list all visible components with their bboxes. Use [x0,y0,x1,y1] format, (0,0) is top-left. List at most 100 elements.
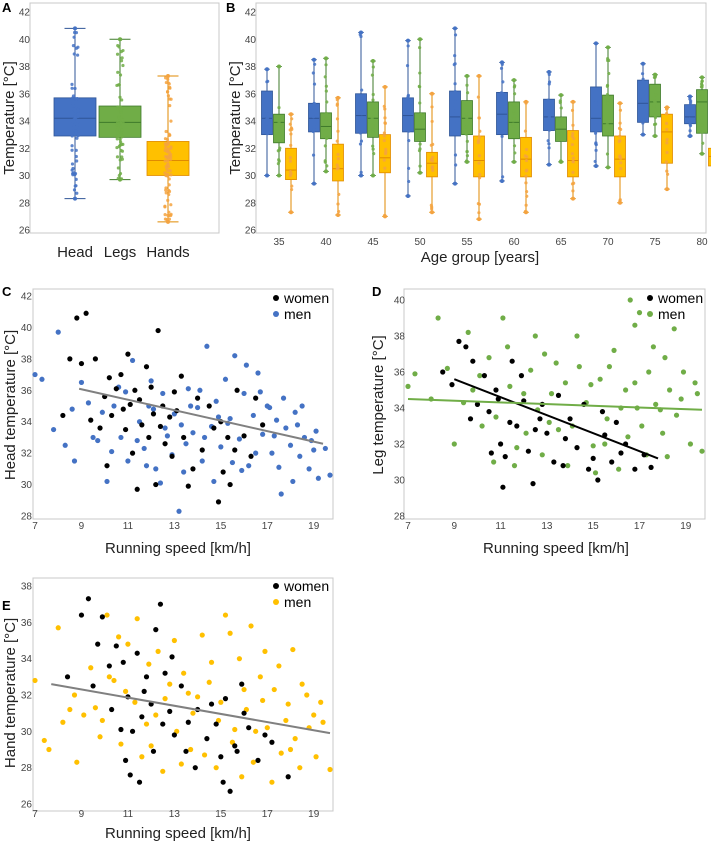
point-women [574,445,580,451]
point-men [257,389,263,395]
point-women [97,425,103,431]
point-women [141,688,147,694]
box-hands-65-point [572,136,576,141]
point-women [127,401,133,408]
box-head-point [71,166,75,171]
point-men [41,737,47,744]
box-head-point [72,30,77,35]
point-women [632,466,638,472]
box-head-80-point [688,103,692,107]
box-hands-point [167,192,171,197]
y-tick-label: 40 [245,35,257,46]
legend-marker-men [647,311,653,317]
box-hands-55-point-min [477,217,481,222]
legend-label-men: men [658,306,685,322]
point-women [125,351,131,357]
box-hands-point [166,198,170,202]
box-head-70-point-min [594,163,598,168]
point-men [653,401,659,407]
box-hands-point [164,129,168,134]
box-head-point [71,94,76,98]
point-women [486,409,492,415]
box-head-45-point [359,116,363,120]
point-women [208,701,215,707]
x-tick-label: 15 [215,521,227,532]
box-hands-70-point [619,167,623,171]
box-legs-35-point [277,106,281,110]
box-hands-55-point [476,202,480,206]
panel-d-frame [403,288,706,520]
point-women [567,416,573,422]
point-men [248,623,254,629]
point-men [183,441,189,447]
point-men [297,453,303,459]
point-women [134,650,140,656]
box-hands-point [166,94,171,98]
point-women [157,423,164,430]
point-men [208,659,215,665]
box-hands-65-point [571,170,575,174]
point-women [169,654,175,660]
x-tick-label: 17 [262,521,274,532]
point-men [294,422,301,428]
box-hands-70-point [619,156,623,160]
box-legs-point [115,52,120,56]
point-men [412,371,418,377]
x-tick-label: 13 [169,521,181,532]
point-men [636,310,643,316]
point-men [167,681,173,687]
y-tick-label: 26 [19,226,31,237]
box-hands-point [167,217,172,221]
box-hands-55 [473,74,485,222]
box-legs-45-point [371,144,375,148]
point-women [227,788,233,794]
point-women [467,416,474,422]
box-legs-40-point [324,111,328,115]
box-legs-point [116,166,120,170]
box-hands-75-point [665,150,669,155]
x-tick-label: 15 [588,521,600,532]
point-men [435,315,441,321]
box-head-point [73,86,77,91]
box-legs-50-point [418,142,422,146]
box-legs-60-point [512,109,516,113]
point-women [127,772,133,778]
point-men [320,719,326,725]
box-legs-35-point [277,158,281,162]
point-women [474,401,481,407]
box-hands-55-point [477,135,481,139]
point-men [592,470,599,476]
box-hands-75-point [666,172,670,176]
point-men [185,690,191,696]
box-head-55 [449,26,461,186]
y-tick-label: 32 [21,449,33,460]
box-legs-60-point-max [512,78,516,83]
box-legs-50-point-max [418,37,422,42]
point-women [171,389,177,395]
point-women [99,614,105,620]
box-hands-50-point [430,105,434,109]
box-hands-65-point [570,142,574,147]
box-head-50-point [406,93,411,97]
point-women [129,728,136,734]
box-hands-50-point [429,203,433,207]
y-tick-label: 30 [21,480,33,491]
panel-e-letter: E [2,598,11,613]
box-hands-point [167,210,171,214]
box-legs-40-point-max [324,56,328,61]
y-tick-label: 32 [394,440,406,451]
box-hands-55-point [478,176,482,180]
point-men [255,370,261,376]
box-head-point [72,118,76,123]
box-hands-65-point [570,108,575,112]
point-women [162,670,168,676]
point-men [109,448,115,455]
legend-marker-women [647,295,653,301]
box-head-65-point [548,113,552,117]
point-men [671,326,677,332]
box-hands-45-point [382,158,386,162]
box-hands-45-point [383,121,387,125]
box-hands-point [163,212,167,217]
box-hands-75-point [664,112,669,116]
point-women [109,412,115,419]
